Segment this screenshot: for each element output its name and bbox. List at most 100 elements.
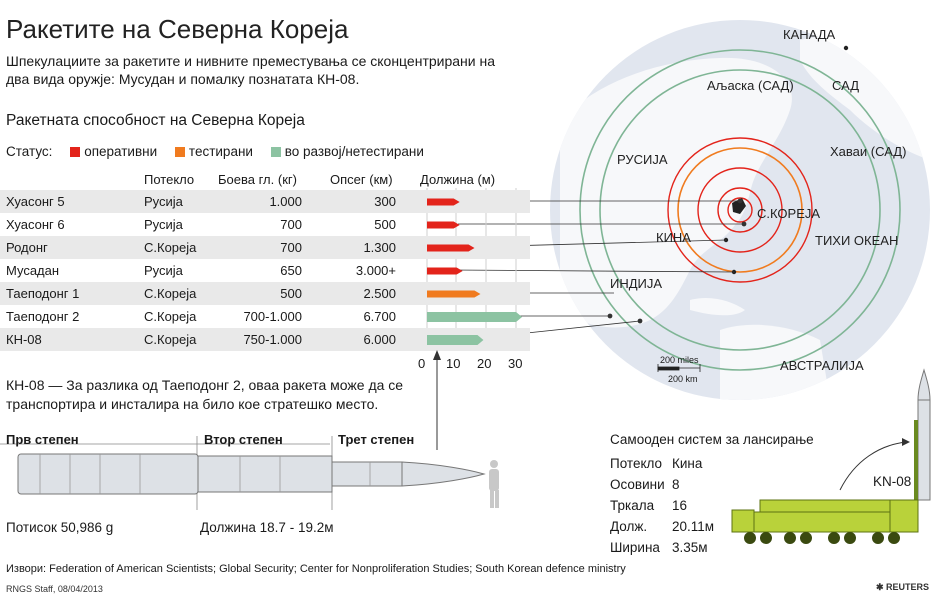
range-ring-2500 xyxy=(677,147,803,273)
person-silhouette xyxy=(489,460,499,508)
missile-length-bar xyxy=(427,290,481,298)
range-ring-6000 xyxy=(599,69,881,351)
missile-range: 300 xyxy=(374,194,396,209)
nkorea-shape xyxy=(732,198,746,214)
missile-name: Родонг xyxy=(6,240,48,255)
credit: RNGS Staff, 08/04/2013 xyxy=(6,584,103,594)
kn08-thrust: Потисок 50,986 g xyxy=(6,520,114,535)
launcher-spec: Потекло Кина xyxy=(610,456,703,471)
land-asia xyxy=(560,57,792,328)
missile-range: 2.500 xyxy=(363,286,396,301)
missile-name: Хуасонг 6 xyxy=(6,217,65,232)
missile-length-bar xyxy=(427,335,484,345)
map-label-alaska: Аљаска (САД) xyxy=(707,78,794,93)
land-australia xyxy=(720,324,830,400)
page-title: Ракетите на Северна Кореја xyxy=(6,14,349,44)
stage-2-label: Втор степен xyxy=(204,432,283,447)
map-label-australia: АВСТРАЛИЈА xyxy=(780,358,864,373)
missile-origin: С.Кореја xyxy=(144,240,197,255)
status-label: Статус: xyxy=(6,144,53,159)
map-label-russia: РУСИЈА xyxy=(617,152,668,167)
launcher-spec: Осовини 8 xyxy=(610,477,680,492)
stage-1-label: Прв степен xyxy=(6,432,79,447)
missile-length-bar xyxy=(427,221,460,229)
vehicle-label: KN-08 xyxy=(873,474,912,489)
missile-origin: С.Кореја xyxy=(144,332,197,347)
missile-warhead: 650 xyxy=(280,263,302,278)
scale-miles: 200 miles xyxy=(660,355,699,365)
missile-name: КН-08 xyxy=(6,332,42,347)
missile-warhead: 1.000 xyxy=(269,194,302,209)
map-label-pacific: ТИХИ ОКЕАН xyxy=(815,233,899,248)
status-legend: Статус: оперативни тестирани во развој/н… xyxy=(6,144,424,159)
table-row: Мусадан Русија 650 3.000+ xyxy=(0,259,530,282)
kn08-length: Должина 18.7 - 19.2м xyxy=(200,520,334,535)
range-ring-3000 xyxy=(667,137,813,283)
map-label-canada: КАНАДА xyxy=(783,27,836,42)
map-label-nkorea: С.КОРЕЈА xyxy=(757,206,821,221)
missile-name: Хуасонг 5 xyxy=(6,194,65,209)
missile-length-bar xyxy=(427,198,460,206)
table-row: Хуасонг 6 Русија 700 500 xyxy=(0,213,530,236)
legend-operational: оперативни xyxy=(70,144,157,159)
map-label-usa: САД xyxy=(832,78,860,93)
col-header-origin: Потекло xyxy=(144,172,195,187)
missile-name: Таеподонг 1 xyxy=(6,286,80,301)
launcher-spec: Долж. 20.11м xyxy=(610,519,715,534)
col-header-warhead: Боева гл. (кг) xyxy=(218,172,297,187)
launcher-vehicle xyxy=(731,368,931,544)
table-row: Хуасонг 5 Русија 1.000 300 xyxy=(0,190,530,213)
legend-tested: тестирани xyxy=(174,144,253,159)
missile-origin: С.Кореја xyxy=(144,309,197,324)
missile-name: Таеподонг 2 xyxy=(6,309,80,324)
missile-warhead: 700-1.000 xyxy=(243,309,302,324)
missile-origin: Русија xyxy=(144,217,183,232)
missile-name: Мусадан xyxy=(6,263,60,278)
kn08-description: КН-08 — За разлика од Таеподонг 2, оваа … xyxy=(6,377,404,412)
missile-range: 3.000+ xyxy=(355,263,396,278)
missile-range: 500 xyxy=(374,217,396,232)
missile-range: 1.300 xyxy=(363,240,396,255)
missile-range: 6.700 xyxy=(363,309,396,324)
scale-km: 200 km xyxy=(668,374,698,384)
length-tick: 10 xyxy=(446,356,461,371)
map-label-india: ИНДИЈА xyxy=(610,276,663,291)
map-label-china: КИНА xyxy=(656,230,691,245)
length-tick: 30 xyxy=(508,356,523,371)
legend-development: во развој/нетестирани xyxy=(270,144,424,159)
col-header-length: Должина (м) xyxy=(420,172,496,187)
length-tick: 20 xyxy=(477,356,492,371)
table-row: КН-08 С.Кореја 750-1.000 6.000 xyxy=(0,328,530,351)
range-ring-6700 xyxy=(579,49,901,371)
launcher-spec: Ширина 3.35м xyxy=(610,540,708,555)
launcher-spec: Тркала 16 xyxy=(610,498,688,513)
sources: Извори: Federation of American Scientist… xyxy=(6,563,626,575)
range-ring-500 xyxy=(717,187,763,233)
missile-warhead: 700 xyxy=(280,240,302,255)
missile-length-bar xyxy=(427,312,523,322)
section-title: Ракетната способност на Северна Кореја xyxy=(6,112,305,129)
missile-range: 6.000 xyxy=(363,332,396,347)
table-row: Таеподонг 2 С.Кореја 700-1.000 6.700 xyxy=(0,305,530,328)
range-ring-1300 xyxy=(697,167,783,253)
table-row: Родонг С.Кореја 700 1.300 xyxy=(0,236,530,259)
land-islands xyxy=(690,298,745,316)
missile-warhead: 500 xyxy=(280,286,302,301)
missile-origin: Русија xyxy=(144,194,183,209)
missile-warhead: 700 xyxy=(280,217,302,232)
stage-3-label: Трет степен xyxy=(338,432,415,447)
launcher-title: Самооден систем за лансирање xyxy=(610,432,814,447)
missile-origin: Русија xyxy=(144,263,183,278)
subtitle: Шпекулациите за ракетите и нивните преме… xyxy=(6,53,495,87)
missile-length-bar xyxy=(427,267,463,275)
missile-length-bar xyxy=(427,244,475,252)
missile-warhead: 750-1.000 xyxy=(243,332,302,347)
missile-origin: С.Кореја xyxy=(144,286,197,301)
col-header-range: Опсег (км) xyxy=(330,172,393,187)
length-tick: 0 xyxy=(418,356,426,371)
map-label-hawaii: Хаваи (САД) xyxy=(830,144,907,159)
kn08-missile-drawing xyxy=(0,350,499,510)
table-row: Таеподонг 1 С.Кореја 500 2.500 xyxy=(0,282,530,305)
reuters-logo: ✱ REUTERS xyxy=(876,582,930,592)
